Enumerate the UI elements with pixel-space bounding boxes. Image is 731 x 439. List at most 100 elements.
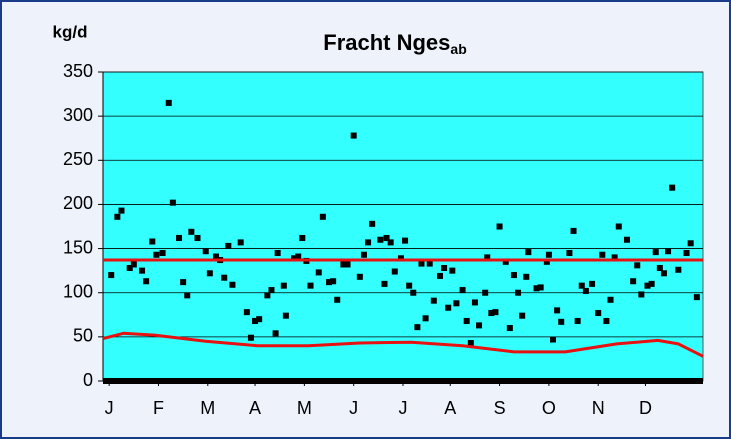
point bbox=[638, 291, 645, 298]
y-tick-label: 250 bbox=[63, 149, 93, 169]
point bbox=[149, 238, 156, 245]
point bbox=[537, 284, 544, 291]
point bbox=[139, 267, 146, 274]
point bbox=[595, 310, 602, 317]
point bbox=[334, 296, 341, 303]
point bbox=[687, 240, 694, 247]
point bbox=[369, 220, 376, 227]
y-tick-label: 350 bbox=[63, 61, 93, 81]
point bbox=[130, 261, 137, 268]
point bbox=[356, 273, 363, 280]
point bbox=[143, 278, 150, 285]
point bbox=[545, 251, 552, 258]
point bbox=[391, 268, 398, 275]
point bbox=[365, 239, 372, 246]
point bbox=[656, 264, 663, 271]
point bbox=[566, 249, 573, 256]
point bbox=[506, 325, 513, 332]
point bbox=[194, 234, 201, 241]
point bbox=[550, 336, 556, 343]
point bbox=[492, 309, 499, 316]
y-tick-label: 100 bbox=[63, 281, 93, 301]
point bbox=[422, 315, 429, 322]
point bbox=[449, 267, 456, 274]
point bbox=[436, 272, 443, 279]
point bbox=[603, 317, 610, 324]
point bbox=[118, 207, 125, 214]
point bbox=[180, 279, 187, 286]
point bbox=[669, 184, 676, 191]
point bbox=[484, 254, 491, 261]
x-tick-label: M bbox=[200, 398, 215, 418]
chart-title: Fracht Ngesab bbox=[323, 30, 467, 57]
point bbox=[502, 258, 509, 265]
point bbox=[114, 213, 121, 220]
title-subscript: ab bbox=[450, 41, 466, 57]
x-tick-label: A bbox=[444, 398, 456, 418]
point bbox=[630, 278, 637, 285]
point bbox=[383, 234, 390, 241]
point bbox=[582, 287, 589, 294]
point bbox=[482, 289, 489, 296]
y-tick-label: 300 bbox=[63, 105, 93, 125]
point bbox=[525, 249, 532, 256]
point bbox=[418, 260, 425, 267]
point bbox=[611, 254, 618, 261]
point bbox=[229, 281, 236, 288]
point bbox=[350, 132, 357, 139]
point bbox=[295, 253, 302, 260]
point bbox=[188, 228, 195, 235]
point bbox=[264, 292, 271, 299]
point bbox=[510, 272, 517, 279]
point bbox=[453, 300, 460, 307]
point bbox=[488, 310, 495, 317]
point bbox=[291, 255, 298, 262]
point bbox=[340, 261, 347, 268]
point bbox=[243, 309, 250, 316]
point bbox=[319, 213, 326, 220]
point bbox=[570, 227, 577, 234]
y-axis-label: kg/d bbox=[53, 22, 88, 41]
point bbox=[615, 223, 622, 230]
point bbox=[221, 274, 228, 281]
point bbox=[430, 297, 437, 304]
point bbox=[280, 282, 287, 289]
point bbox=[381, 280, 388, 287]
point bbox=[533, 285, 540, 292]
point bbox=[554, 307, 561, 314]
x-tick-label: F bbox=[153, 398, 164, 418]
point bbox=[515, 289, 522, 296]
point bbox=[307, 282, 314, 289]
point bbox=[108, 272, 115, 279]
point bbox=[599, 251, 606, 258]
point bbox=[315, 269, 322, 276]
point bbox=[397, 255, 404, 262]
point bbox=[344, 261, 351, 268]
point bbox=[402, 237, 409, 244]
point bbox=[574, 317, 581, 324]
line bbox=[102, 331, 704, 358]
point bbox=[213, 253, 220, 260]
x-tick-label: J bbox=[105, 398, 114, 418]
point bbox=[467, 340, 474, 347]
x-tick-label: S bbox=[494, 398, 506, 418]
point bbox=[225, 242, 232, 249]
point bbox=[410, 289, 417, 296]
point bbox=[426, 260, 433, 267]
point bbox=[299, 234, 306, 241]
point bbox=[282, 312, 289, 319]
x-tick-label: J bbox=[349, 398, 358, 418]
point bbox=[256, 316, 263, 323]
point bbox=[607, 296, 614, 303]
point bbox=[693, 294, 700, 301]
point bbox=[644, 282, 651, 289]
point bbox=[206, 270, 213, 277]
point bbox=[377, 236, 384, 243]
point bbox=[665, 248, 672, 255]
x-tick-label: N bbox=[592, 398, 605, 418]
point bbox=[360, 251, 367, 258]
point bbox=[406, 282, 413, 289]
point bbox=[519, 312, 526, 319]
point bbox=[184, 292, 191, 299]
